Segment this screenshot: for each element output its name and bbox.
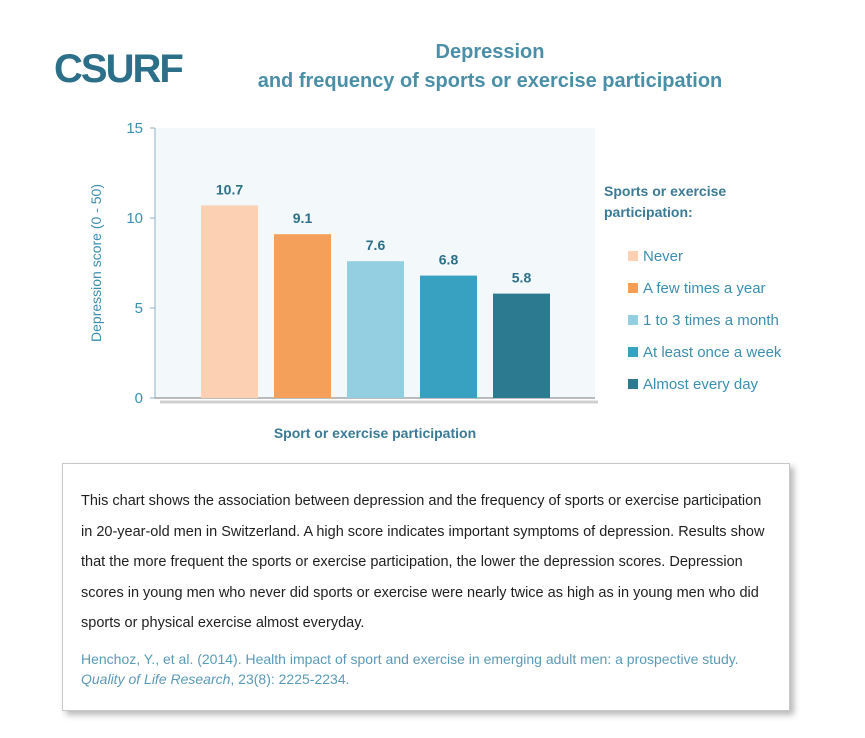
- legend-title: Sports or exercise participation:: [604, 181, 844, 223]
- legend-item: Never: [604, 240, 844, 272]
- legend-item: Almost every day: [604, 368, 844, 400]
- logo-text: CSURF: [54, 49, 182, 89]
- legend-swatch: [628, 315, 638, 325]
- reference: Henchoz, Y., et al. (2014). Health impac…: [81, 649, 771, 689]
- legend-title-line-2: participation:: [604, 204, 693, 220]
- y-axis-label: Depression score (0 - 50): [88, 184, 104, 342]
- csurf-logo: CSURF: [54, 49, 184, 89]
- legend-label: 1 to 3 times a month: [643, 311, 779, 329]
- legend-label: A few times a year: [643, 279, 766, 297]
- legend: Sports or exercise participation: Never A…: [604, 181, 844, 400]
- legend-label: Almost every day: [643, 375, 759, 393]
- bar-value-label: 7.6: [366, 237, 386, 253]
- bar-value-label: 10.7: [216, 181, 243, 197]
- y-tick-label: 5: [135, 300, 143, 317]
- y-tick-label: 15: [126, 120, 143, 137]
- legend-items: Never A few times a year 1 to 3 times a mo…: [604, 240, 844, 400]
- chart-title: Depression and frequency of sports or ex…: [230, 38, 750, 96]
- description-box: This chart shows the association between…: [62, 463, 790, 711]
- legend-swatch: [628, 379, 638, 389]
- bars: [201, 205, 550, 398]
- description-text: This chart shows the association between…: [81, 493, 765, 631]
- bar: [420, 275, 477, 398]
- x-axis: [155, 397, 598, 404]
- legend-swatch: [628, 283, 638, 293]
- bar-value-label: 9.1: [293, 210, 313, 226]
- legend-item: 1 to 3 times a month: [604, 304, 844, 336]
- bar: [493, 293, 550, 398]
- bar-value-label: 6.8: [439, 252, 459, 268]
- bar-chart: 0 5 10 15 10.7 9.1 7.6 6.8 5.8 Depression score…: [88, 120, 598, 407]
- legend-title-line-1: Sports or exercise: [604, 183, 727, 199]
- legend-item: A few times a year: [604, 272, 844, 304]
- legend-item: At least once a week: [604, 336, 844, 368]
- title-line-1: Depression: [435, 41, 545, 63]
- bar: [274, 234, 331, 398]
- bar-labels: 10.7 9.1 7.6 6.8 5.8: [216, 181, 532, 285]
- bar: [347, 261, 404, 398]
- reference-journal: Quality of Life Research: [81, 670, 231, 687]
- reference-authors-title: Henchoz, Y., et al. (2014). Health impac…: [81, 650, 739, 667]
- y-tick-label: 0: [135, 390, 143, 407]
- reference-volume-pages: , 23(8): 2225-2234.: [230, 670, 350, 687]
- legend-label: At least once a week: [643, 343, 782, 361]
- legend-swatch: [628, 347, 638, 357]
- legend-swatch: [628, 251, 638, 261]
- y-tick-label: 10: [126, 210, 143, 227]
- x-axis-label: Sport or exercise participation: [273, 425, 477, 441]
- bar-value-label: 5.8: [512, 270, 532, 286]
- bar: [201, 205, 258, 398]
- legend-label: Never: [643, 247, 684, 265]
- y-axis: 0 5 10 15: [126, 120, 156, 407]
- title-line-2: and frequency of sports or exercise part…: [257, 70, 723, 92]
